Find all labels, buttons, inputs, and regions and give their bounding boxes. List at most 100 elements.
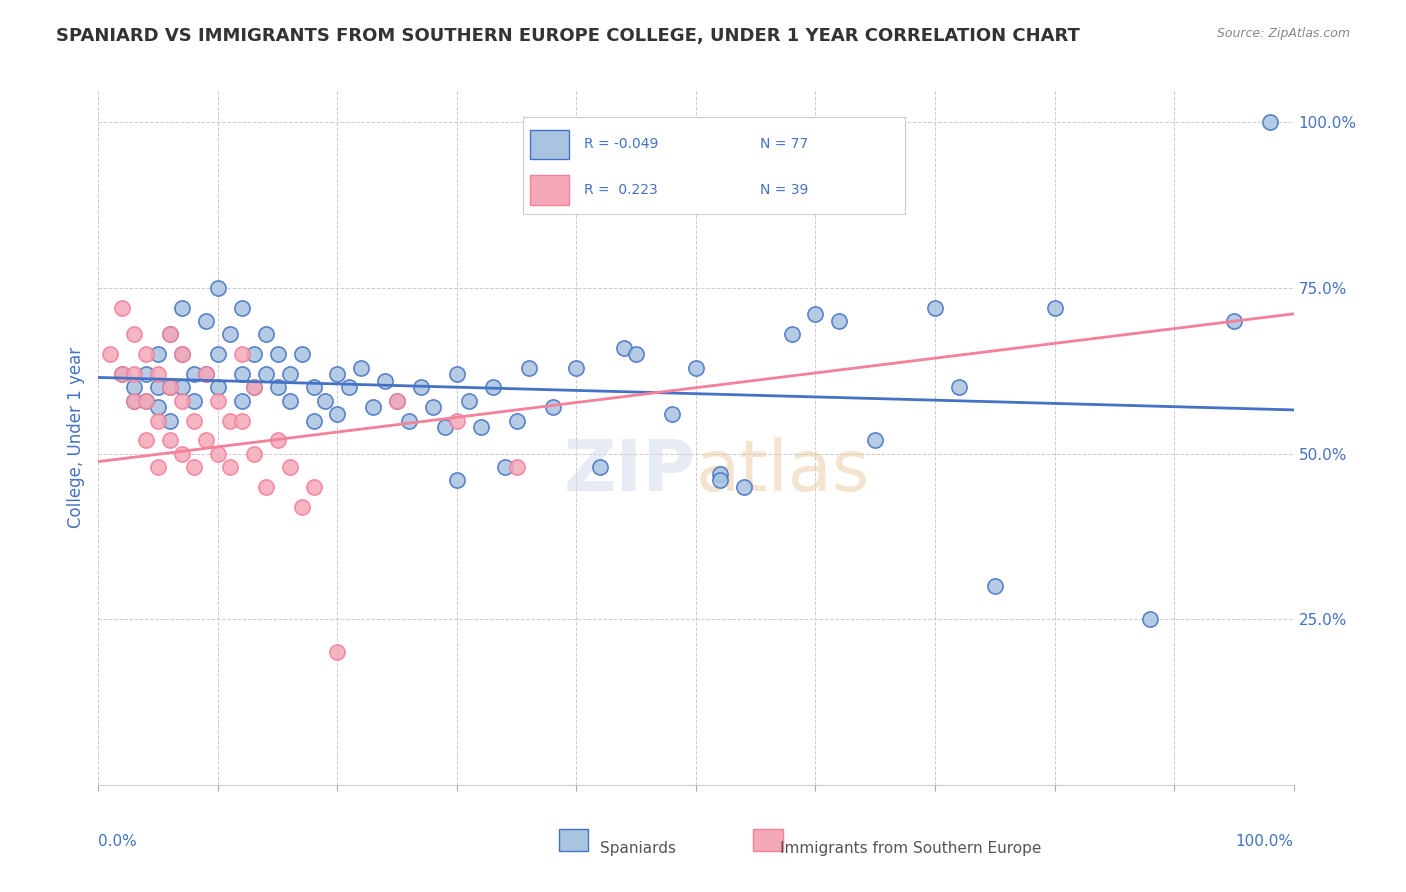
Point [231, 301, 253, 315]
Point [1258, 115, 1281, 129]
Point [254, 327, 277, 342]
Point [685, 360, 707, 375]
Point [148, 401, 170, 415]
Point [267, 434, 290, 448]
Point [243, 347, 266, 361]
Point [458, 393, 481, 408]
Point [291, 347, 314, 361]
Point [172, 347, 194, 361]
Point [172, 393, 194, 408]
Point [541, 401, 564, 415]
Point [124, 393, 146, 408]
Point [159, 434, 181, 448]
Point [302, 380, 325, 394]
Point [339, 380, 361, 394]
Point [481, 380, 505, 394]
Point [183, 459, 205, 474]
Point [111, 367, 134, 381]
Text: SPANIARD VS IMMIGRANTS FROM SOUTHERN EUROPE COLLEGE, UNDER 1 YEAR CORRELATION CH: SPANIARD VS IMMIGRANTS FROM SOUTHERN EUR… [56, 27, 1080, 45]
Point [828, 314, 851, 328]
Point [148, 347, 170, 361]
Point [446, 473, 468, 487]
Point [183, 393, 205, 408]
Point [98, 347, 122, 361]
Point [315, 393, 337, 408]
Point [207, 393, 229, 408]
Text: ZIP: ZIP [564, 437, 696, 507]
Point [254, 367, 277, 381]
Point [195, 434, 218, 448]
Point [148, 413, 170, 427]
Point [231, 347, 253, 361]
Point [124, 380, 146, 394]
FancyBboxPatch shape [754, 829, 783, 851]
Point [326, 367, 349, 381]
Point [709, 473, 731, 487]
Point [326, 407, 349, 421]
Point [135, 393, 157, 408]
Point [111, 367, 134, 381]
Point [446, 413, 468, 427]
Point [219, 459, 242, 474]
Point [254, 480, 277, 494]
Point [172, 380, 194, 394]
Point [1139, 612, 1161, 626]
Point [385, 393, 409, 408]
Point [207, 447, 229, 461]
Point [148, 367, 170, 381]
Point [207, 380, 229, 394]
Point [267, 380, 290, 394]
Point [613, 341, 636, 355]
Point [278, 367, 301, 381]
Point [207, 347, 229, 361]
Point [924, 301, 946, 315]
Point [124, 327, 146, 342]
Point [135, 347, 157, 361]
Point [219, 413, 242, 427]
Point [494, 459, 516, 474]
Point [374, 374, 396, 388]
Point [135, 393, 157, 408]
Point [661, 407, 683, 421]
Point [148, 380, 170, 394]
Point [626, 347, 648, 361]
Point [411, 380, 433, 394]
Point [195, 367, 218, 381]
Point [243, 380, 266, 394]
Text: 100.0%: 100.0% [1236, 834, 1294, 848]
Point [172, 301, 194, 315]
Point [398, 413, 420, 427]
Point [517, 360, 540, 375]
Point [195, 314, 218, 328]
Point [159, 380, 181, 394]
Point [326, 645, 349, 659]
Point [159, 327, 181, 342]
Point [434, 420, 457, 434]
Y-axis label: College, Under 1 year: College, Under 1 year [66, 346, 84, 528]
Point [804, 308, 827, 322]
Point [1043, 301, 1066, 315]
Point [291, 500, 314, 514]
Point [865, 434, 887, 448]
Point [984, 579, 1007, 593]
FancyBboxPatch shape [558, 829, 589, 851]
Point [243, 380, 266, 394]
Point [124, 367, 146, 381]
Point [159, 380, 181, 394]
Point [243, 447, 266, 461]
Point [124, 393, 146, 408]
Text: Source: ZipAtlas.com: Source: ZipAtlas.com [1216, 27, 1350, 40]
Point [302, 413, 325, 427]
Point [135, 434, 157, 448]
Point [1223, 314, 1246, 328]
Point [267, 347, 290, 361]
Point [780, 327, 803, 342]
Point [733, 480, 755, 494]
Point [231, 413, 253, 427]
Point [709, 467, 731, 481]
Point [172, 347, 194, 361]
Point [183, 367, 205, 381]
Point [506, 459, 529, 474]
Point [470, 420, 492, 434]
Point [446, 367, 468, 381]
